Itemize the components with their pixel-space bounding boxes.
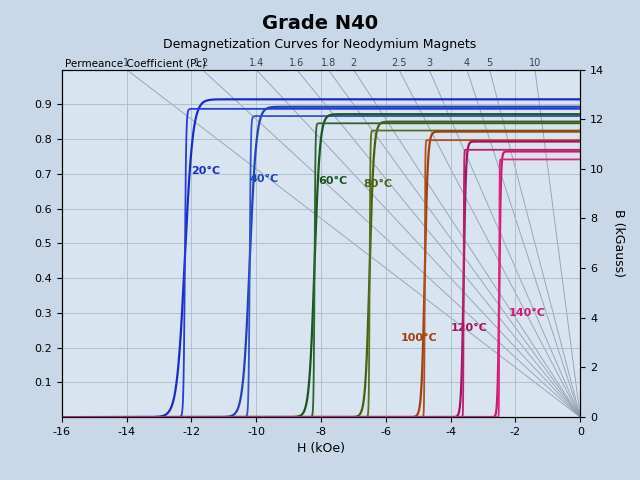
Text: 60°C: 60°C (317, 176, 347, 186)
Text: 5: 5 (486, 58, 493, 68)
Text: Permeance Coefficient (Pc): Permeance Coefficient (Pc) (65, 58, 206, 68)
Text: 10: 10 (529, 58, 541, 68)
Text: 140°C: 140°C (509, 308, 546, 318)
Y-axis label: B (kGauss): B (kGauss) (612, 209, 625, 277)
Text: 100°C: 100°C (401, 333, 437, 343)
Text: Grade N40: Grade N40 (262, 14, 378, 34)
Text: Demagnetization Curves for Neodymium Magnets: Demagnetization Curves for Neodymium Mag… (163, 38, 477, 51)
Text: 120°C: 120°C (451, 323, 488, 333)
Text: 80°C: 80°C (363, 179, 392, 189)
Text: 1.8: 1.8 (321, 58, 336, 68)
Text: 3: 3 (426, 58, 432, 68)
Text: 1.2: 1.2 (195, 58, 210, 68)
Text: 2: 2 (350, 58, 356, 68)
Text: 4: 4 (464, 58, 470, 68)
X-axis label: H (kOe): H (kOe) (297, 443, 345, 456)
Text: 1.6: 1.6 (289, 58, 304, 68)
Text: 1: 1 (124, 58, 129, 68)
Text: 1.4: 1.4 (248, 58, 264, 68)
Text: 20°C: 20°C (191, 166, 220, 176)
Text: 40°C: 40°C (250, 174, 279, 184)
Text: 2.5: 2.5 (391, 58, 406, 68)
